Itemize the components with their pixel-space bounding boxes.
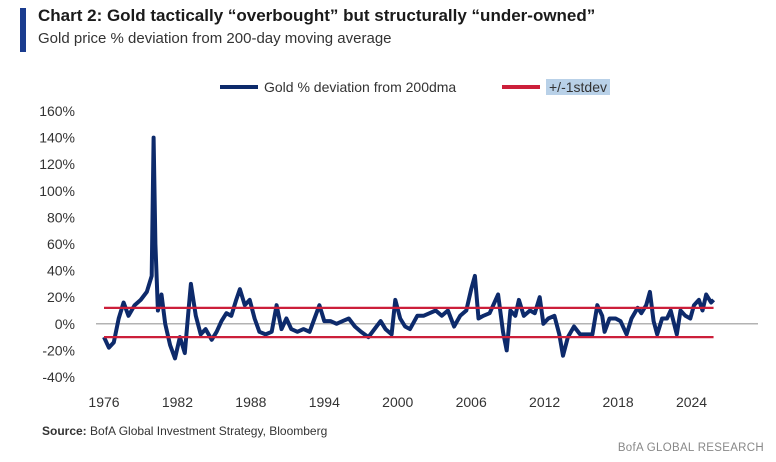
y-tick-label: -40% — [42, 369, 75, 385]
x-tick-label: 1994 — [309, 394, 340, 410]
y-tick-label: 80% — [47, 209, 75, 225]
legend-label-stdev: +/-1stdev — [546, 79, 610, 95]
chart-title: Chart 2: Gold tactically “overbought” bu… — [38, 6, 596, 25]
x-tick-label: 1988 — [235, 394, 266, 410]
legend-item-gold: Gold % deviation from 200dma — [220, 79, 456, 95]
y-tick-label: 140% — [39, 130, 75, 146]
legend-swatch-stdev — [502, 85, 540, 89]
source-text: BofA Global Investment Strategy, Bloombe… — [90, 424, 328, 438]
x-tick-label: 1982 — [162, 394, 193, 410]
x-tick-label: 2018 — [603, 394, 634, 410]
title-accent-bar — [20, 8, 26, 52]
brand-label: BofA GLOBAL RESEARCH — [617, 442, 764, 454]
x-tick-label: 2012 — [529, 394, 560, 410]
y-tick-label: 100% — [39, 183, 75, 199]
source-note: Source: BofA Global Investment Strategy,… — [42, 424, 327, 438]
y-tick-label: 160% — [39, 103, 75, 119]
source-label: Source: — [42, 424, 87, 438]
x-tick-label: 2006 — [456, 394, 487, 410]
legend-swatch-gold — [220, 85, 258, 89]
x-axis: 1976 1982 1988 1994 2000 2006 2012 2018 2024 — [88, 394, 707, 410]
plot-area — [96, 135, 758, 361]
legend: Gold % deviation from 200dma +/-1stdev — [0, 79, 776, 99]
chart-subtitle: Gold price % deviation from 200-day movi… — [38, 30, 392, 47]
y-tick-label: -20% — [42, 342, 75, 358]
y-tick-label: 60% — [47, 236, 75, 252]
legend-item-stdev: +/-1stdev — [502, 79, 610, 95]
y-tick-label: 20% — [47, 289, 75, 305]
x-tick-label: 2024 — [676, 394, 707, 410]
y-tick-label: 40% — [47, 263, 75, 279]
gold-deviation-series-line — [102, 135, 716, 361]
x-tick-label: 2000 — [382, 394, 413, 410]
x-tick-label: 1976 — [88, 394, 119, 410]
legend-label-gold: Gold % deviation from 200dma — [264, 79, 457, 95]
y-tick-label: 120% — [39, 156, 75, 172]
y-tick-label: 0% — [55, 316, 75, 332]
y-axis: 160% 140% 120% 100% 80% 60% 40% 20% 0% -20% -40% — [39, 103, 75, 385]
